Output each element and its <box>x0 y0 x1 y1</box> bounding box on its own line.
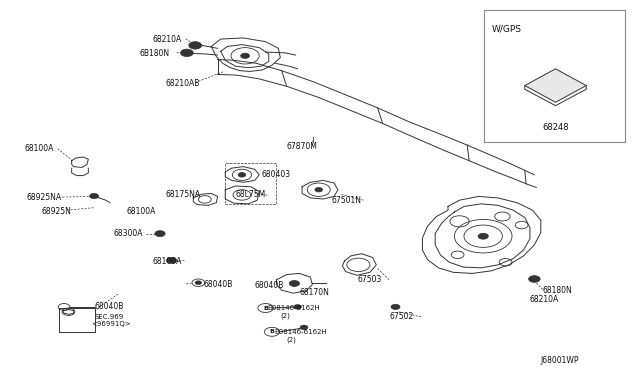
Text: 68300A: 68300A <box>114 229 143 238</box>
Circle shape <box>189 42 202 49</box>
Text: W/GPS: W/GPS <box>492 24 522 33</box>
Text: 680403: 680403 <box>261 170 291 179</box>
FancyBboxPatch shape <box>484 10 625 142</box>
Text: <96991Q>: <96991Q> <box>91 321 131 327</box>
Circle shape <box>90 193 99 199</box>
Text: B: B <box>263 305 268 311</box>
Circle shape <box>529 276 540 282</box>
Text: 68040B: 68040B <box>204 280 233 289</box>
Circle shape <box>294 305 301 309</box>
Text: SEC.969: SEC.969 <box>95 314 124 320</box>
Text: 67501N: 67501N <box>332 196 362 205</box>
Circle shape <box>238 173 246 177</box>
Text: 68210A: 68210A <box>152 35 182 44</box>
Circle shape <box>195 281 202 285</box>
Text: 68100A: 68100A <box>152 257 182 266</box>
Circle shape <box>300 325 308 330</box>
Circle shape <box>180 49 193 57</box>
Text: J68001WP: J68001WP <box>541 356 579 365</box>
Text: 68170N: 68170N <box>300 288 330 296</box>
Circle shape <box>155 231 165 237</box>
Text: 68210A: 68210A <box>530 295 559 304</box>
Circle shape <box>315 187 323 192</box>
Bar <box>225 163 276 204</box>
Circle shape <box>166 257 177 263</box>
Text: 68925NA: 68925NA <box>27 193 62 202</box>
Text: 68180N: 68180N <box>543 286 572 295</box>
Text: 68040B: 68040B <box>255 281 284 290</box>
Text: 68175NA: 68175NA <box>165 190 200 199</box>
Text: 68L75M: 68L75M <box>236 190 266 199</box>
Text: 68210AB: 68210AB <box>165 79 200 88</box>
Circle shape <box>478 233 488 239</box>
Polygon shape <box>525 69 586 102</box>
Circle shape <box>391 304 400 310</box>
Text: 68100A: 68100A <box>24 144 54 153</box>
Text: 68925N: 68925N <box>42 207 72 216</box>
Text: B08146-6162H: B08146-6162H <box>274 329 326 335</box>
Text: 67503: 67503 <box>357 275 381 284</box>
Text: 67870M: 67870M <box>287 142 317 151</box>
Text: (2): (2) <box>287 336 296 343</box>
Text: (2): (2) <box>280 312 290 319</box>
Text: 68040B: 68040B <box>95 302 124 311</box>
Circle shape <box>241 53 250 58</box>
Circle shape <box>289 280 300 286</box>
Text: 67502: 67502 <box>389 312 413 321</box>
Text: B08146-6162H: B08146-6162H <box>268 305 320 311</box>
Text: B: B <box>269 329 275 334</box>
Text: 6B180N: 6B180N <box>140 49 170 58</box>
Text: 68248: 68248 <box>542 123 569 132</box>
Text: 68100A: 68100A <box>127 207 156 216</box>
